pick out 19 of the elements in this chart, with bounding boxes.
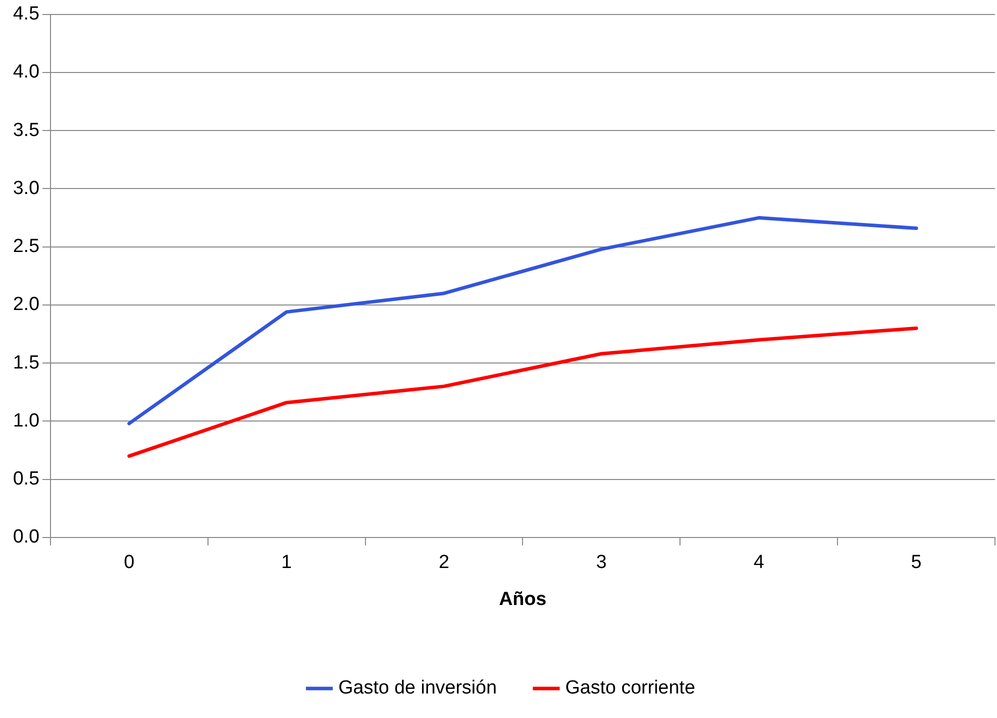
y-tick-label: 4.0 [12, 62, 40, 83]
x-tick-label: 3 [596, 552, 607, 574]
x-tick-label: 2 [438, 552, 450, 574]
y-tick-label: 3.0 [12, 178, 40, 199]
y-tick-label: 1.0 [12, 410, 40, 432]
x-tick-label: 5 [910, 552, 922, 574]
y-tick-label: 3.5 [12, 120, 40, 141]
x-tick-label: 0 [124, 552, 134, 574]
x-axis-title: Años [498, 588, 546, 610]
y-tick-label: 0.5 [12, 468, 40, 490]
y-tick-label: 4.5 [12, 4, 40, 25]
y-tick-label: 1.5 [12, 352, 40, 374]
legend-label: Gasto de inversión [338, 678, 497, 699]
y-tick-label: 2.5 [12, 236, 40, 258]
x-tick-label: 4 [754, 552, 765, 574]
x-tick-label: 1 [281, 552, 292, 574]
y-tick-label: 2.0 [12, 294, 40, 316]
y-tick-label: 0.0 [12, 526, 40, 548]
legend-label: Gasto corriente [565, 678, 696, 699]
